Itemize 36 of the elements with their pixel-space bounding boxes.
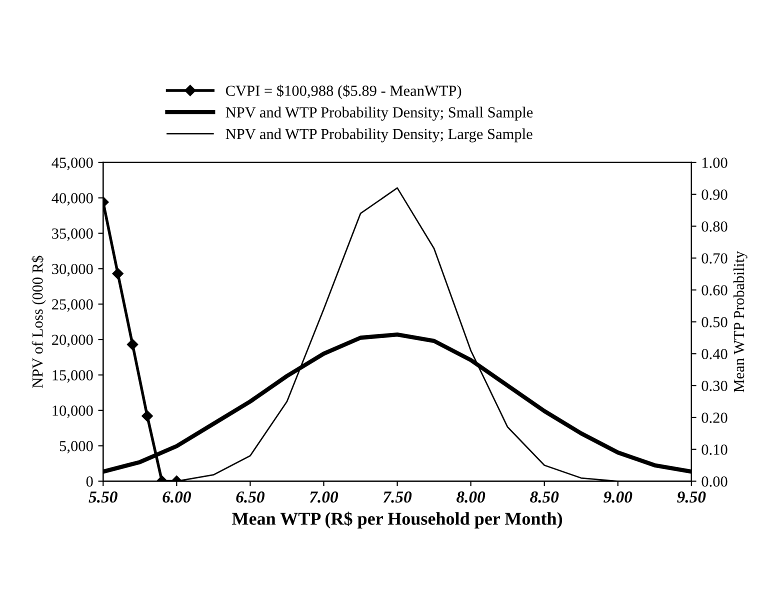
y2-tick-label: 0.60 <box>702 285 728 296</box>
x-tick-label: 6.50 <box>236 491 264 503</box>
y2-tick-label: 0.20 <box>702 412 728 423</box>
x-axis-title: Mean WTP (R$ per Household per Month) <box>232 512 562 529</box>
y-tick-label: 0 <box>86 476 93 487</box>
y-tick-label: 25,000 <box>52 299 93 312</box>
y-tick-label: 40,000 <box>52 193 93 206</box>
y2-axis-title: Mean WTP Probability <box>733 251 748 392</box>
y-tick-label: 15,000 <box>52 370 93 383</box>
y-tick-label: 45,000 <box>52 158 93 170</box>
legend-label: NPV and WTP Probability Density; Large Sample <box>226 128 532 142</box>
x-tick-label: 7.50 <box>383 491 412 503</box>
y-axis-title: NPV of Loss (000 R$ <box>32 256 46 388</box>
x-tick-label: 5.50 <box>88 491 118 503</box>
x-tick-label: 7.00 <box>310 491 338 503</box>
x-tick-label: 9.50 <box>677 491 706 503</box>
y2-tick-label: 0.40 <box>702 348 728 360</box>
y-tick-label: 20,000 <box>52 334 93 348</box>
x-tick-label: 8.00 <box>456 491 486 503</box>
y-tick-label: 35,000 <box>52 228 93 241</box>
y2-tick-label: 0.80 <box>702 221 728 232</box>
y-tick-label: 30,000 <box>52 264 93 276</box>
y-tick-label: 5,000 <box>60 440 93 454</box>
y2-tick-label: 0.00 <box>702 476 728 487</box>
y2-tick-label: 0.50 <box>702 316 728 328</box>
y2-tick-label: 0.90 <box>702 189 728 200</box>
y2-tick-label: 1.00 <box>702 158 728 168</box>
y2-tick-label: 0.30 <box>702 380 728 392</box>
y2-tick-label: 0.10 <box>702 444 728 455</box>
x-tick-label: 6.00 <box>162 491 191 503</box>
x-tick-label: 9.00 <box>604 491 632 503</box>
legend-label: CVPI = $100,988 ($5.89 - MeanWTP) <box>226 84 462 100</box>
legend-label: NPV and WTP Probability Density; Small Sample <box>226 106 533 121</box>
x-tick-label: 8.50 <box>530 491 559 503</box>
y2-tick-label: 0.70 <box>702 253 728 264</box>
y-tick-label: 10,000 <box>52 406 93 418</box>
